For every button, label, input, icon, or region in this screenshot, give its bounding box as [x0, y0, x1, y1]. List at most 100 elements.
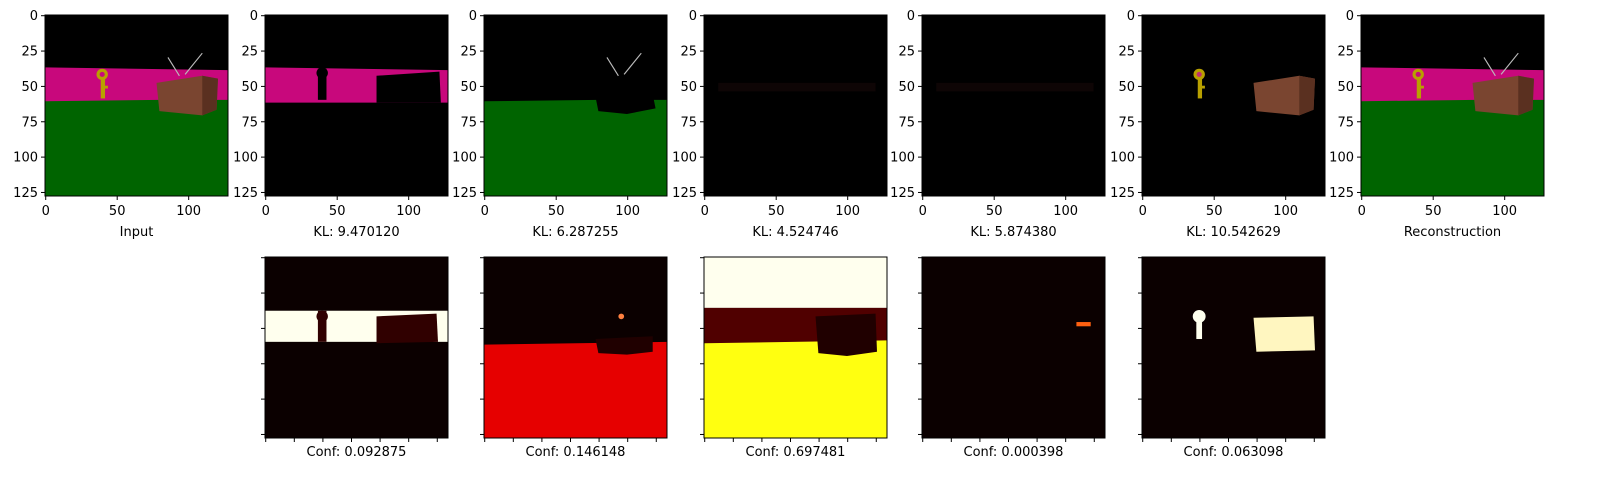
image-panel: 0 25 50 75 100 125 0 50 100 KL: 6.287255 [452, 9, 668, 240]
image [922, 257, 1105, 438]
x-tick-label: 100 [835, 204, 860, 219]
y-tick-label: 50 [680, 80, 697, 95]
y-tick-label: 125 [890, 186, 915, 201]
x-tick-label: 50 [329, 204, 346, 219]
panel-label: KL: 9.470120 [313, 225, 399, 240]
x-tick-label: 100 [176, 204, 201, 219]
y-tick-label: 50 [21, 80, 38, 95]
confidence-panel: Conf: 0.063098 [1138, 256, 1326, 460]
x-tick-label: 50 [1206, 204, 1223, 219]
panel-label: Input [120, 225, 154, 240]
x-tick-label: 50 [109, 204, 126, 219]
x-tick-label: 0 [919, 204, 927, 219]
panel-label: KL: 10.542629 [1186, 225, 1281, 240]
y-tick-label: 125 [1110, 186, 1135, 201]
image-panel: 0 25 50 75 100 125 0 50 100 KL: 9.470120 [233, 9, 449, 240]
x-tick-label: 0 [701, 204, 709, 219]
frame [1141, 14, 1326, 197]
frame [44, 14, 229, 197]
y-tick-label: 100 [890, 151, 915, 166]
panel-label: Conf: 0.146148 [526, 445, 626, 460]
frame [264, 14, 449, 197]
panel-label: Conf: 0.697481 [746, 445, 846, 460]
x-tick-label: 50 [548, 204, 565, 219]
y-tick-label: 125 [13, 186, 38, 201]
y-tick-label: 0 [689, 9, 697, 24]
y-tick-label: 75 [898, 115, 915, 130]
image [484, 257, 667, 438]
image [484, 15, 667, 196]
confidence-panel: Conf: 0.146148 [480, 256, 668, 460]
x-tick-label: 0 [42, 204, 50, 219]
y-tick-label: 50 [898, 80, 915, 95]
image [704, 257, 887, 438]
x-tick-label: 0 [481, 204, 489, 219]
y-tick-label: 25 [1337, 45, 1354, 60]
y-tick-label: 75 [1337, 115, 1354, 130]
x-tick-label: 100 [1273, 204, 1298, 219]
y-tick-label: 25 [21, 45, 38, 60]
y-tick-label: 0 [1346, 9, 1354, 24]
y-tick-label: 100 [672, 151, 697, 166]
x-tick-label: 50 [768, 204, 785, 219]
image [1142, 15, 1325, 196]
confidence-panel: Conf: 0.092875 [261, 256, 449, 460]
frame [1141, 256, 1326, 439]
panel-label: KL: 4.524746 [752, 225, 838, 240]
y-tick-label: 75 [21, 115, 38, 130]
y-tick-label: 0 [1127, 9, 1135, 24]
x-tick-label: 100 [1492, 204, 1517, 219]
y-tick-label: 75 [1118, 115, 1135, 130]
x-tick-label: 100 [615, 204, 640, 219]
x-tick-label: 50 [1425, 204, 1442, 219]
panel-label: Conf: 0.000398 [964, 445, 1064, 460]
y-tick-label: 75 [680, 115, 697, 130]
x-tick-label: 100 [1053, 204, 1078, 219]
y-tick-label: 0 [30, 9, 38, 24]
frame [483, 14, 668, 197]
y-tick-label: 50 [1337, 80, 1354, 95]
frame [921, 256, 1106, 439]
frame [921, 14, 1106, 197]
frame [264, 256, 449, 439]
confidence-panel: Conf: 0.000398 [918, 256, 1106, 460]
image-panel: 0 25 50 75 100 125 0 50 100 KL: 4.524746 [672, 9, 888, 240]
image [1142, 257, 1325, 438]
y-tick-label: 25 [241, 45, 258, 60]
confidence-panel: Conf: 0.697481 [700, 256, 888, 460]
panel-label: Reconstruction [1404, 225, 1501, 240]
image [1361, 15, 1544, 196]
y-tick-label: 100 [1110, 151, 1135, 166]
y-tick-label: 25 [1118, 45, 1135, 60]
y-tick-label: 0 [907, 9, 915, 24]
y-tick-label: 50 [1118, 80, 1135, 95]
panel-label: KL: 5.874380 [970, 225, 1056, 240]
image [265, 15, 448, 196]
panel-label: Conf: 0.092875 [307, 445, 407, 460]
y-tick-label: 125 [1329, 186, 1354, 201]
image-panel: 0 25 50 75 100 125 0 50 100 KL: 5.874380 [890, 9, 1106, 240]
y-tick-label: 75 [460, 115, 477, 130]
frame [483, 256, 668, 439]
y-tick-label: 75 [241, 115, 258, 130]
x-tick-label: 0 [1358, 204, 1366, 219]
y-tick-label: 50 [460, 80, 477, 95]
image-panel: 0 25 50 75 100 125 0 50 100 Reconstruction [1329, 9, 1545, 240]
image-panel: 0 25 50 75 100 125 0 50 100 Input [13, 9, 229, 240]
frame [703, 256, 888, 439]
top-row: 0 25 50 75 100 125 0 50 100 Input 0 25 50 75 100 125 0 50… [13, 9, 1545, 240]
panel-label: Conf: 0.063098 [1184, 445, 1284, 460]
y-tick-label: 0 [469, 9, 477, 24]
panel-label: KL: 6.287255 [532, 225, 618, 240]
y-tick-label: 25 [898, 45, 915, 60]
y-tick-label: 125 [233, 186, 258, 201]
y-tick-label: 125 [452, 186, 477, 201]
image [704, 15, 887, 196]
y-tick-label: 50 [241, 80, 258, 95]
y-tick-label: 100 [452, 151, 477, 166]
image-panel: 0 25 50 75 100 125 0 50 100 KL: 10.542629 [1110, 9, 1326, 240]
x-tick-label: 0 [262, 204, 270, 219]
y-tick-label: 25 [460, 45, 477, 60]
image [922, 15, 1105, 196]
